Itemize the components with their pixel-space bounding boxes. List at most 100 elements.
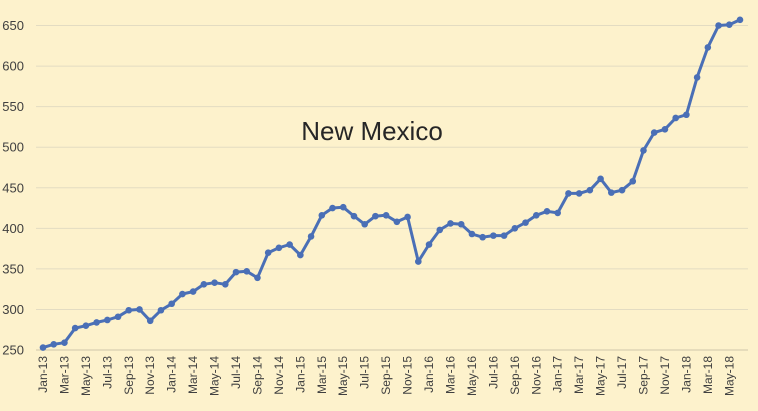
- data-points: [39, 16, 744, 351]
- x-tick-label: Mar-13: [57, 356, 71, 394]
- data-point: [672, 114, 679, 122]
- data-point: [136, 306, 143, 313]
- y-tick-label: 650: [2, 18, 24, 33]
- data-point: [447, 220, 454, 227]
- x-tick-label: Jan-16: [422, 356, 436, 393]
- data-point: [318, 212, 326, 219]
- y-axis-ticks: 250 300 350 400 450 500 550 600 650: [2, 18, 24, 358]
- x-tick-label: May-15: [336, 356, 350, 396]
- data-point: [361, 220, 368, 228]
- data-point: [425, 241, 433, 248]
- data-point: [157, 306, 165, 314]
- data-point: [307, 233, 315, 240]
- data-point: [114, 313, 122, 321]
- data-point: [286, 241, 293, 248]
- data-point: [232, 268, 240, 276]
- data-point: [39, 344, 47, 351]
- x-tick-label: Nov-15: [401, 356, 415, 395]
- y-tick-label: 250: [2, 343, 24, 358]
- data-point: [490, 232, 497, 239]
- x-tick-label: Jan-14: [165, 356, 179, 393]
- grid-lines: [36, 25, 748, 351]
- x-tick-label: Nov-16: [529, 356, 543, 395]
- data-point: [221, 280, 229, 288]
- x-tick-label: Sep-16: [508, 356, 522, 395]
- data-point: [608, 189, 615, 196]
- data-point: [618, 186, 626, 194]
- x-tick-label: May-17: [594, 356, 608, 396]
- data-point: [565, 190, 572, 197]
- data-point: [125, 306, 133, 314]
- data-point: [297, 251, 304, 259]
- data-point: [104, 316, 111, 324]
- data-point: [146, 317, 154, 325]
- data-point: [683, 111, 690, 119]
- x-tick-label: May-13: [79, 356, 93, 396]
- data-point: [350, 212, 358, 220]
- y-tick-label: 450: [2, 180, 24, 195]
- data-point: [715, 22, 722, 29]
- data-point: [650, 129, 658, 136]
- data-point: [339, 203, 347, 211]
- data-point: [179, 290, 186, 298]
- data-point: [168, 300, 175, 308]
- data-point: [275, 244, 283, 252]
- x-tick-label: Mar-16: [443, 356, 457, 394]
- y-tick-label: 550: [2, 99, 24, 114]
- data-point: [522, 219, 529, 226]
- data-point: [532, 212, 540, 219]
- data-point: [243, 268, 251, 275]
- x-tick-label: Nov-14: [272, 356, 286, 395]
- data-point: [372, 212, 379, 220]
- chart-title: New Mexico: [301, 116, 443, 146]
- x-tick-label: Jan-17: [551, 356, 565, 393]
- data-point: [93, 319, 100, 326]
- x-tick-label: Mar-17: [572, 356, 586, 394]
- x-tick-label: Jul-13: [100, 356, 114, 389]
- x-tick-label: Mar-18: [701, 356, 715, 394]
- x-tick-label: Sep-13: [122, 356, 136, 395]
- data-point: [468, 230, 476, 238]
- y-tick-label: 400: [2, 221, 24, 236]
- data-point: [71, 324, 79, 332]
- y-tick-label: 300: [2, 302, 24, 317]
- data-point: [479, 233, 486, 241]
- x-tick-label: Sep-14: [250, 356, 264, 395]
- data-point: [640, 147, 647, 154]
- data-point: [254, 274, 261, 282]
- x-tick-label: May-16: [465, 356, 479, 396]
- x-axis-ticks: Jan-13 Mar-13 May-13 Jul-13 Sep-13 Nov-13 Jan-…: [36, 356, 736, 396]
- x-tick-label: Jul-15: [358, 356, 372, 389]
- x-tick-label: Jul-17: [615, 356, 629, 389]
- data-point: [457, 220, 465, 228]
- data-point: [511, 225, 519, 232]
- data-point: [575, 190, 583, 197]
- data-point: [704, 44, 712, 51]
- data-point: [597, 175, 604, 183]
- x-tick-label: May-14: [208, 356, 222, 396]
- data-point: [50, 341, 58, 348]
- data-point: [554, 209, 562, 217]
- data-point: [264, 249, 272, 256]
- data-point: [200, 280, 208, 288]
- data-point: [393, 218, 401, 226]
- data-point: [436, 226, 444, 234]
- data-point: [725, 21, 733, 28]
- data-point: [329, 204, 336, 212]
- x-tick-label: Sep-17: [636, 356, 650, 395]
- data-point: [211, 279, 218, 286]
- x-tick-label: Jan-13: [36, 356, 50, 393]
- x-tick-label: Nov-13: [143, 356, 157, 395]
- x-tick-label: Jul-14: [229, 356, 243, 389]
- data-point: [629, 177, 637, 185]
- y-tick-label: 500: [2, 140, 24, 155]
- x-tick-label: May-18: [722, 356, 736, 396]
- data-point: [736, 16, 744, 24]
- data-point: [61, 339, 68, 346]
- data-point: [586, 186, 594, 194]
- y-tick-label: 600: [2, 59, 24, 74]
- x-tick-label: Mar-14: [186, 356, 200, 394]
- x-tick-label: Jul-16: [486, 356, 500, 389]
- x-tick-label: Jan-15: [293, 356, 307, 393]
